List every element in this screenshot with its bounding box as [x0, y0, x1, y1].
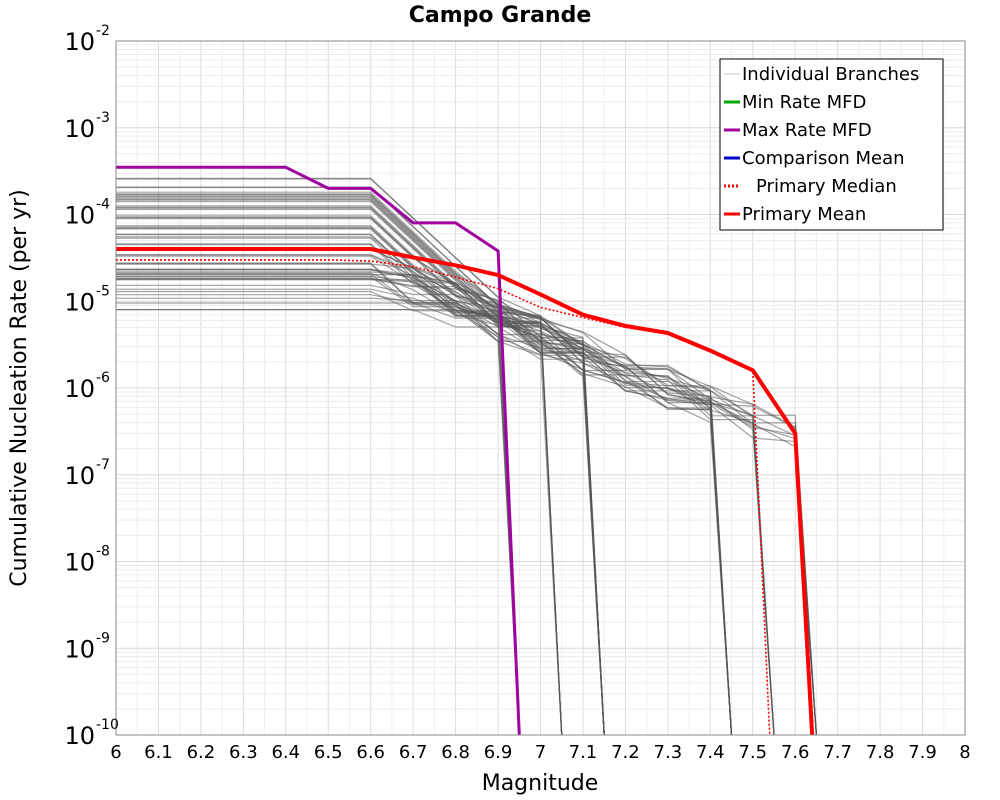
y-axis-ticks: 10-210-310-410-510-610-710-810-910-10 — [64, 23, 118, 750]
y-tick-base: 10 — [64, 462, 95, 490]
branch-line — [116, 193, 733, 736]
branch-line — [116, 275, 605, 736]
series-line-primary-mean — [116, 247, 815, 736]
y-tick-exponent: -5 — [96, 283, 110, 299]
branch-line — [116, 201, 733, 736]
y-tick-exponent: -4 — [96, 197, 110, 213]
x-tick-label: 6.4 — [271, 742, 300, 763]
legend-label: Primary Mean — [742, 204, 866, 225]
x-tick-label: 7.3 — [654, 742, 683, 763]
x-tick-label: 7.4 — [696, 742, 725, 763]
legend-label: Max Rate MFD — [742, 120, 872, 141]
branch-line — [116, 205, 733, 736]
x-tick-label: 7.7 — [823, 742, 852, 763]
x-tick-label: 6 — [110, 742, 121, 763]
y-tick-label: 10 -7 — [64, 457, 110, 490]
y-tick-base: 10 — [64, 288, 95, 316]
y-tick-base: 10 — [64, 549, 95, 577]
y-tick-base: 10 — [64, 28, 95, 56]
y-tick-label: 10 -10 — [64, 717, 118, 750]
x-tick-label: 7 — [535, 742, 546, 763]
x-tick-label: 7.6 — [781, 742, 810, 763]
y-tick-base: 10 — [64, 375, 95, 403]
y-axis-label: Cumulative Nucleation Rate (per yr) — [7, 189, 32, 587]
x-axis-label: Magnitude — [482, 771, 599, 796]
legend-label: Min Rate MFD — [742, 92, 866, 113]
y-tick-exponent: -6 — [96, 370, 110, 386]
y-tick-label: 10 -6 — [64, 370, 110, 403]
x-tick-label: 6.7 — [399, 742, 428, 763]
y-tick-base: 10 — [64, 635, 95, 663]
branch-line — [116, 215, 563, 736]
legend-box — [719, 58, 944, 231]
chart-title: Campo Grande — [409, 3, 592, 28]
legend-label: Individual Branches — [742, 64, 919, 85]
x-tick-label: 8 — [959, 742, 970, 763]
x-tick-label: 6.8 — [441, 742, 470, 763]
branch-line — [116, 243, 733, 736]
x-tick-label: 7.2 — [611, 742, 640, 763]
legend-items: Individual Branches Min Rate MFD Max Rate … — [724, 64, 919, 225]
x-tick-label: 7.9 — [908, 742, 937, 763]
legend-label: Comparison Mean — [742, 148, 905, 169]
plot-frame — [115, 40, 966, 736]
x-tick-label: 6.6 — [356, 742, 385, 763]
y-tick-label: 10 -4 — [64, 197, 110, 230]
y-tick-exponent: -8 — [96, 544, 110, 560]
y-tick-exponent: -7 — [96, 457, 110, 473]
y-tick-base: 10 — [64, 722, 95, 750]
branch-line — [116, 225, 605, 736]
y-tick-label: 10 -5 — [64, 283, 110, 316]
legend-label: Primary Median — [756, 176, 897, 197]
x-tick-label: 7.1 — [569, 742, 598, 763]
y-tick-exponent: -10 — [96, 717, 119, 733]
branch-line — [116, 186, 817, 736]
x-tick-label: 6.2 — [187, 742, 216, 763]
x-axis-ticks: 6 6.1 6.2 6.3 6.4 6.5 6.6 6.7 6.8 6.9 7 7.1 7.2 7.3 7.… — [110, 742, 970, 763]
x-tick-label: 7.5 — [738, 742, 767, 763]
x-tick-label: 6.3 — [229, 742, 258, 763]
y-tick-label: 10 -9 — [64, 630, 110, 663]
y-tick-label: 10 -3 — [64, 110, 110, 143]
y-tick-exponent: -3 — [96, 110, 110, 126]
y-tick-base: 10 — [64, 115, 95, 143]
legend: Individual Branches Min Rate MFD Max Rate … — [719, 58, 944, 231]
y-tick-exponent: -9 — [96, 630, 110, 646]
individual-branches — [116, 177, 817, 736]
x-tick-label: 6.9 — [484, 742, 513, 763]
y-tick-label: 10 -8 — [64, 544, 110, 577]
x-tick-label: 6.1 — [144, 742, 173, 763]
x-tick-label: 6.5 — [314, 742, 343, 763]
branch-line — [116, 254, 605, 736]
y-tick-label: 10 -2 — [64, 23, 110, 56]
y-tick-base: 10 — [64, 202, 95, 230]
series-lines — [116, 165, 815, 736]
branch-line — [116, 272, 605, 736]
series-line-max-rate-mfd — [116, 165, 521, 736]
y-tick-exponent: -2 — [96, 23, 110, 39]
branch-line — [116, 206, 817, 736]
x-tick-label: 7.8 — [866, 742, 895, 763]
branch-line — [116, 309, 605, 736]
